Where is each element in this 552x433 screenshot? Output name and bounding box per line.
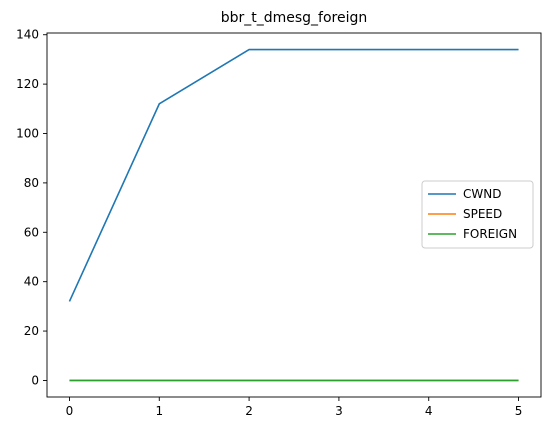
y-tick-label: 0: [31, 373, 39, 387]
y-tick-label: 60: [24, 225, 39, 239]
x-tick-label: 0: [66, 404, 74, 418]
y-tick-label: 120: [16, 77, 39, 91]
axes-layer: 0 1 2 3 4 5 0 20 40 60 80 100 120 140: [16, 28, 542, 418]
x-tick-label: 2: [245, 404, 253, 418]
series-line-cwnd: [68, 48, 519, 302]
y-tick-label: 80: [24, 176, 39, 190]
legend-box: [421, 180, 534, 249]
y-tick-label: 40: [24, 275, 39, 289]
x-tick-label: 3: [335, 404, 343, 418]
x-tick-label: 5: [515, 404, 523, 418]
plot-frame: [46, 32, 542, 398]
x-tick-label: 4: [425, 404, 433, 418]
legend-label-foreign: FOREIGN: [463, 227, 517, 241]
y-tick-label: 140: [16, 28, 39, 42]
legend: CWND SPEED FOREIGN: [421, 180, 534, 249]
x-tick-label: 1: [155, 404, 163, 418]
legend-label-cwnd: CWND: [463, 187, 501, 201]
chart-title: bbr_t_dmesg_foreign: [221, 10, 368, 26]
y-tick-label: 100: [16, 127, 39, 141]
legend-label-speed: SPEED: [463, 207, 502, 221]
series-layer: [68, 48, 519, 382]
y-tick-label: 20: [24, 324, 39, 338]
